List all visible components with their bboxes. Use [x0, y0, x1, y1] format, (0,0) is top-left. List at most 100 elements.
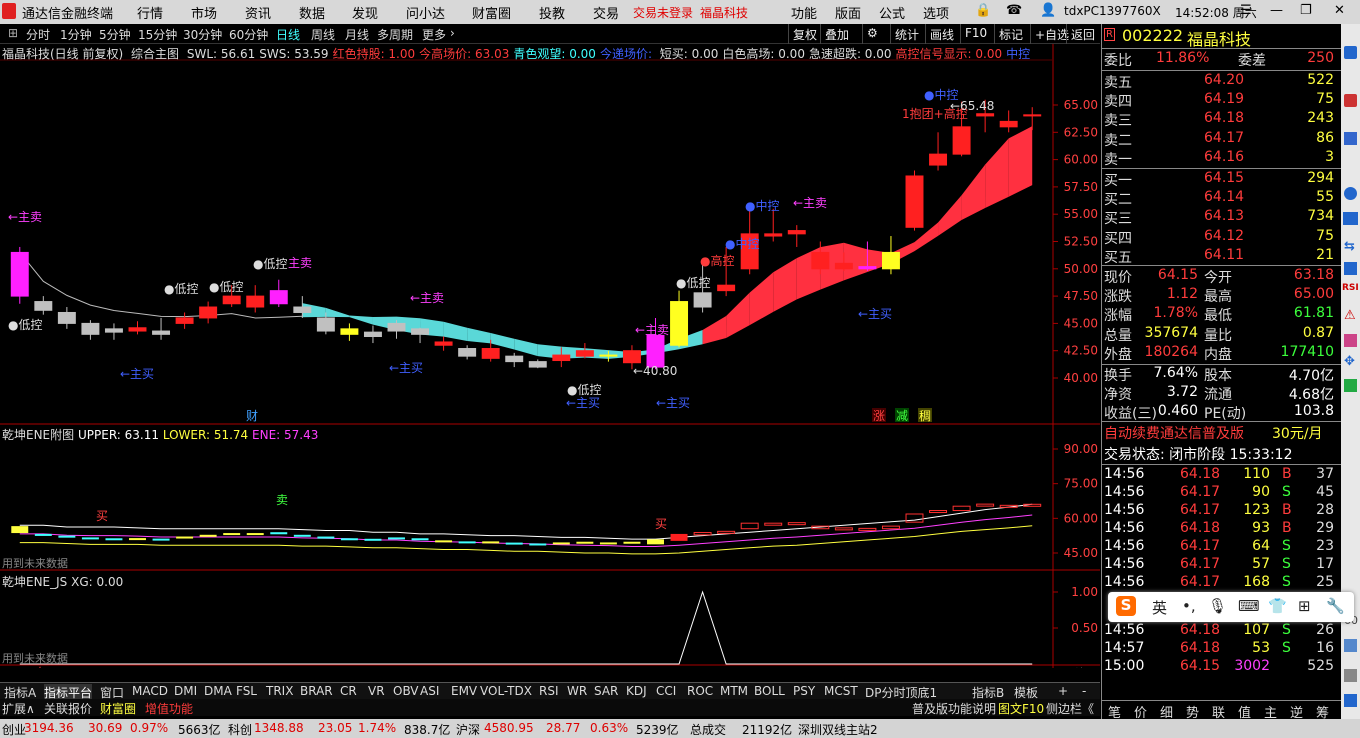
period-daily[interactable]: 日线: [276, 28, 301, 42]
gear-icon[interactable]: ⚙: [862, 24, 882, 44]
ad-row[interactable]: 自动续费通达信普及版 30元/月: [1104, 423, 1338, 442]
btn-diejia[interactable]: 叠加: [820, 24, 853, 44]
sub-tab-6[interactable]: 侧边栏《: [1046, 702, 1095, 716]
indicator-tab-16[interactable]: WR: [567, 684, 588, 698]
indicator-tab-14[interactable]: VOL-TDX: [480, 684, 532, 698]
indicator-tab-28[interactable]: +: [1058, 684, 1069, 698]
indicator-tab-3[interactable]: MACD: [132, 684, 168, 698]
period-weekly[interactable]: 周线: [311, 28, 336, 42]
apps-icon[interactable]: ⊞: [1298, 597, 1311, 615]
quote-tab-1[interactable]: 价: [1134, 706, 1148, 721]
quote-tab-7[interactable]: 逆: [1290, 706, 1304, 721]
indicator-tab-26[interactable]: 指标B: [972, 686, 1005, 700]
keyboard-icon[interactable]: ⌨: [1238, 597, 1260, 615]
indicator-tab-25[interactable]: DP分时顶底1: [865, 686, 938, 700]
quote-tab-5[interactable]: 值: [1238, 706, 1252, 721]
sidebar-news-icon[interactable]: [1344, 94, 1357, 107]
indicator-tab-27[interactable]: 模板: [1014, 686, 1039, 700]
menu-xuanxiang[interactable]: 选项: [923, 7, 950, 22]
menu-zixun[interactable]: 资讯: [245, 7, 272, 22]
indicator-tab-0[interactable]: 指标A: [4, 686, 37, 700]
indicator-tab-13[interactable]: EMV: [451, 684, 478, 698]
period-60min[interactable]: 60分钟: [229, 28, 269, 42]
btn-zixuan[interactable]: +自选: [1030, 24, 1073, 44]
sidebar-f-icon[interactable]: [1344, 639, 1357, 652]
indicator-tab-24[interactable]: MCST: [824, 684, 858, 698]
quote-tab-0[interactable]: 笔: [1108, 706, 1122, 721]
period-monthly[interactable]: 月线: [345, 28, 370, 42]
sogou-icon[interactable]: S: [1116, 596, 1136, 616]
kline-chart[interactable]: 65.00 62.50 60.00 57.50 55.00 52.50 50.00 47.50…: [0, 44, 1100, 668]
sidebar-pink-icon[interactable]: [1344, 334, 1357, 347]
indicator-tab-11[interactable]: OBV: [393, 684, 419, 698]
menu-shuju[interactable]: 数据: [299, 7, 326, 22]
btn-f10[interactable]: F10: [960, 24, 991, 44]
indicator-tab-29[interactable]: -: [1082, 684, 1087, 698]
period-5min[interactable]: 5分钟: [99, 28, 131, 42]
indicator-tab-1[interactable]: 指标平台: [44, 684, 93, 701]
btn-biaoji[interactable]: 标记: [994, 24, 1027, 44]
menu-wenxiaoda[interactable]: 问小达: [406, 7, 446, 22]
indicator-tab-10[interactable]: VR: [368, 684, 385, 698]
sub-tab-3[interactable]: 增值功能: [145, 702, 194, 716]
menu-shichang[interactable]: 市场: [191, 7, 218, 22]
menu-gongneng[interactable]: 功能: [791, 7, 818, 22]
sidebar-bottom-icon[interactable]: [1344, 694, 1357, 707]
indicator-tab-19[interactable]: CCI: [656, 684, 677, 698]
indicator-tab-18[interactable]: KDJ: [626, 684, 647, 698]
quote-tab-3[interactable]: 势: [1186, 706, 1200, 721]
tool-icon[interactable]: 🔧: [1326, 597, 1345, 615]
indicator-tab-6[interactable]: FSL: [236, 684, 257, 698]
menu-toujiao[interactable]: 投教: [539, 7, 566, 22]
period-1min[interactable]: 1分钟: [60, 28, 92, 42]
indicator-tab-15[interactable]: RSI: [539, 684, 559, 698]
indicator-tab-22[interactable]: BOLL: [754, 684, 785, 698]
period-icon[interactable]: ⊞: [8, 26, 19, 40]
quote-tab-4[interactable]: 联: [1212, 706, 1226, 721]
chevron-right-icon[interactable]: ›: [450, 26, 455, 40]
quote-tab-8[interactable]: 筹: [1316, 706, 1330, 721]
close-icon[interactable]: ✕: [1334, 3, 1345, 18]
menu-banmian[interactable]: 版面: [835, 7, 862, 22]
sidebar-rsi-icon[interactable]: RSI: [1342, 283, 1359, 293]
quote-tab-2[interactable]: 细: [1160, 706, 1174, 721]
minimize-icon[interactable]: —: [1270, 3, 1283, 18]
sub-tab-5[interactable]: 图文F10: [998, 702, 1045, 716]
ene-title[interactable]: 乾坤ENE附图: [2, 428, 75, 442]
quote-tab-6[interactable]: 主: [1264, 706, 1278, 721]
chart-indicator[interactable]: 综合主图: [131, 47, 180, 61]
menu-hangqing[interactable]: 行情: [137, 7, 164, 22]
ad-text[interactable]: 自动续费通达信普及版: [1104, 426, 1244, 442]
sub-tab-4[interactable]: 普及版功能说明: [912, 702, 997, 716]
sidebar-grid-icon[interactable]: [1344, 46, 1357, 59]
indicator-tab-20[interactable]: ROC: [687, 684, 714, 698]
sidebar-chart-icon[interactable]: [1344, 132, 1357, 145]
btn-huaxian[interactable]: 画线: [925, 24, 958, 44]
indicator-tab-23[interactable]: PSY: [793, 684, 816, 698]
skin-icon[interactable]: 👕: [1268, 597, 1287, 615]
btn-fanhui[interactable]: 返回: [1066, 24, 1099, 44]
restore-icon[interactable]: ❐: [1300, 3, 1312, 18]
sidebar-doc-icon[interactable]: [1343, 212, 1358, 225]
ime-punct-icon[interactable]: •,: [1182, 597, 1196, 615]
indicator-tab-5[interactable]: DMA: [204, 684, 232, 698]
sidebar-xpt-icon[interactable]: [1344, 262, 1357, 275]
sub-tab-1[interactable]: 关联报价: [44, 702, 93, 716]
indicator-tab-9[interactable]: CR: [340, 684, 357, 698]
period-multi[interactable]: 多周期: [377, 28, 414, 42]
menu-more-icon[interactable]: ☰: [1240, 3, 1252, 18]
menu-caifuquan[interactable]: 财富圈: [472, 7, 512, 22]
login-status[interactable]: 交易未登录: [633, 6, 694, 20]
sidebar-warn-icon[interactable]: ⚠: [1344, 308, 1356, 323]
user-icon[interactable]: 👤: [1040, 3, 1057, 18]
indicator-tab-4[interactable]: DMI: [174, 684, 198, 698]
js-title[interactable]: 乾坤ENE_JS: [2, 575, 68, 589]
period-fenshi[interactable]: 分时: [26, 28, 51, 42]
ime-en[interactable]: 英: [1152, 599, 1168, 617]
period-30min[interactable]: 30分钟: [183, 28, 223, 42]
sidebar-globe-icon[interactable]: [1344, 187, 1357, 200]
indicator-tab-12[interactable]: ASI: [420, 684, 440, 698]
period-15min[interactable]: 15分钟: [138, 28, 178, 42]
menu-faxian[interactable]: 发现: [352, 7, 379, 22]
indicator-tab-2[interactable]: 窗口: [100, 686, 125, 700]
